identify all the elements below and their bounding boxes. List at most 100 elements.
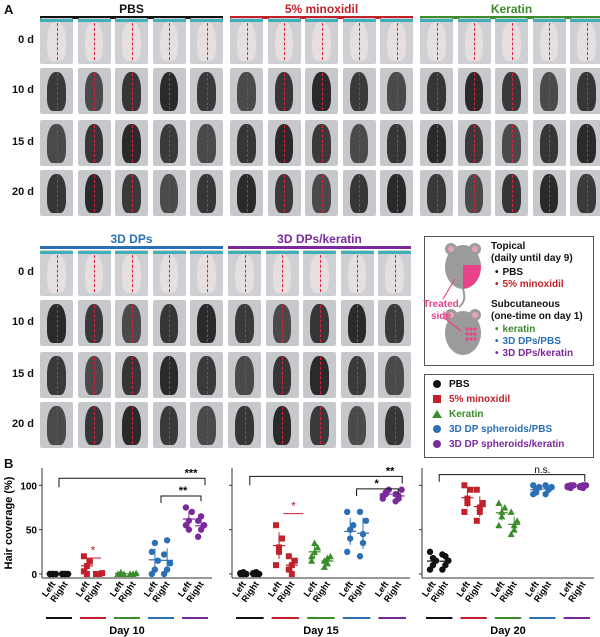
group-bar bbox=[228, 246, 411, 249]
legend-item: 5% minoxidil bbox=[431, 394, 510, 405]
mouse-photo bbox=[340, 352, 374, 398]
mouse-photo bbox=[532, 18, 566, 64]
data-point bbox=[579, 484, 587, 492]
data-point bbox=[291, 557, 298, 564]
mouse-photo bbox=[230, 170, 263, 216]
data-point bbox=[442, 553, 449, 560]
data-point bbox=[311, 539, 319, 546]
data-point bbox=[275, 548, 282, 555]
data-point bbox=[129, 570, 137, 577]
data-point bbox=[510, 526, 518, 533]
data-point bbox=[346, 526, 354, 533]
data-point bbox=[426, 548, 434, 556]
significance-marker: * bbox=[291, 499, 296, 513]
mouse-photo bbox=[303, 402, 336, 448]
mouse-photo bbox=[40, 18, 73, 64]
mouse-photo bbox=[265, 250, 299, 296]
mouse-photo bbox=[303, 352, 336, 398]
data-point bbox=[314, 543, 322, 551]
mouse-photo bbox=[265, 402, 299, 448]
mouse-photo bbox=[267, 170, 301, 216]
significance-marker: *** bbox=[185, 467, 199, 479]
day-label: 15 d bbox=[11, 136, 34, 148]
data-point bbox=[114, 570, 122, 577]
legend-item: Keratin bbox=[431, 409, 483, 420]
group-title: 5% minoxidil bbox=[284, 2, 359, 16]
data-point bbox=[288, 562, 295, 569]
mouse-photo bbox=[420, 120, 453, 166]
data-point bbox=[464, 495, 471, 502]
data-point bbox=[495, 521, 503, 529]
significance-marker: ** bbox=[386, 466, 395, 478]
bracket-line bbox=[438, 474, 586, 482]
bullet-icon: • bbox=[495, 324, 499, 335]
mouse-photo bbox=[267, 18, 301, 64]
day-label: 0 d bbox=[18, 34, 34, 46]
bullet-icon: • bbox=[495, 267, 499, 278]
mouse-photo bbox=[40, 170, 73, 216]
data-point bbox=[429, 554, 437, 562]
group-bar bbox=[40, 16, 223, 19]
data-point bbox=[507, 530, 515, 538]
bullet-icon: • bbox=[495, 336, 499, 347]
data-point bbox=[320, 563, 328, 570]
data-point bbox=[461, 482, 468, 489]
mouse-photo bbox=[77, 120, 111, 166]
group-bar bbox=[420, 16, 600, 19]
group-title: 3D DPs bbox=[110, 232, 153, 246]
data-point bbox=[346, 535, 354, 542]
treatment-item-label: 5% minoxidil bbox=[502, 279, 564, 290]
mouse-photo bbox=[305, 18, 338, 64]
mouse-photo bbox=[457, 120, 491, 166]
mouse-photo bbox=[532, 170, 566, 216]
treatment-item: • 5% minoxidil bbox=[495, 279, 564, 290]
mouse-photo bbox=[115, 300, 148, 346]
data-point bbox=[495, 499, 503, 507]
mouse-photo bbox=[378, 352, 411, 398]
day-label: 20 d bbox=[11, 186, 34, 198]
mouse-photo bbox=[340, 402, 374, 448]
mouse-photo bbox=[457, 18, 491, 64]
data-point bbox=[473, 486, 480, 493]
data-point bbox=[501, 503, 509, 511]
significance-marker: * bbox=[91, 543, 96, 557]
data-point bbox=[96, 571, 103, 577]
mouse-photo bbox=[532, 68, 566, 114]
mouse-photo bbox=[77, 300, 111, 346]
mouse-photo bbox=[230, 120, 263, 166]
day-label: 10 d bbox=[11, 316, 34, 328]
mouse-photo bbox=[228, 402, 261, 448]
treatment-box: Topical (daily until day 9) • PBS • 5% mino… bbox=[423, 236, 594, 366]
mouse-photo bbox=[115, 170, 148, 216]
mouse-photo bbox=[380, 18, 413, 64]
mouse-photo bbox=[190, 352, 223, 398]
data-point bbox=[86, 558, 93, 565]
mouse-photo bbox=[115, 250, 148, 296]
legend-item: 3D DP spheroids/PBS bbox=[431, 424, 552, 435]
data-point bbox=[197, 513, 205, 520]
data-point bbox=[467, 486, 474, 493]
treated-side-label: Treated side bbox=[423, 299, 459, 322]
mouse-photo bbox=[40, 250, 73, 296]
mouse-photo bbox=[228, 250, 261, 296]
data-point bbox=[240, 570, 247, 578]
data-point bbox=[182, 504, 190, 511]
mouse-photo bbox=[115, 352, 148, 398]
bullet-icon: • bbox=[495, 279, 499, 290]
mouse-photo bbox=[265, 300, 299, 346]
treatment-item-label: PBS bbox=[502, 267, 524, 278]
y-tick-label: 50 bbox=[26, 526, 38, 537]
marker-legend: PBS 5% minoxidil Keratin 3D DP spheroids/PB… bbox=[424, 374, 594, 458]
chart-title: Day 20 bbox=[490, 625, 525, 637]
significance-marker: n.s. bbox=[534, 465, 550, 476]
data-point bbox=[362, 517, 370, 524]
mouse-photo bbox=[115, 120, 148, 166]
bullet-icon: • bbox=[495, 348, 499, 359]
data-point bbox=[151, 566, 159, 573]
mouse-photo bbox=[77, 170, 111, 216]
mouse-photo bbox=[342, 18, 376, 64]
mouse-photo bbox=[152, 250, 186, 296]
mouse-photo bbox=[378, 402, 411, 448]
mouse-photo bbox=[40, 352, 73, 398]
